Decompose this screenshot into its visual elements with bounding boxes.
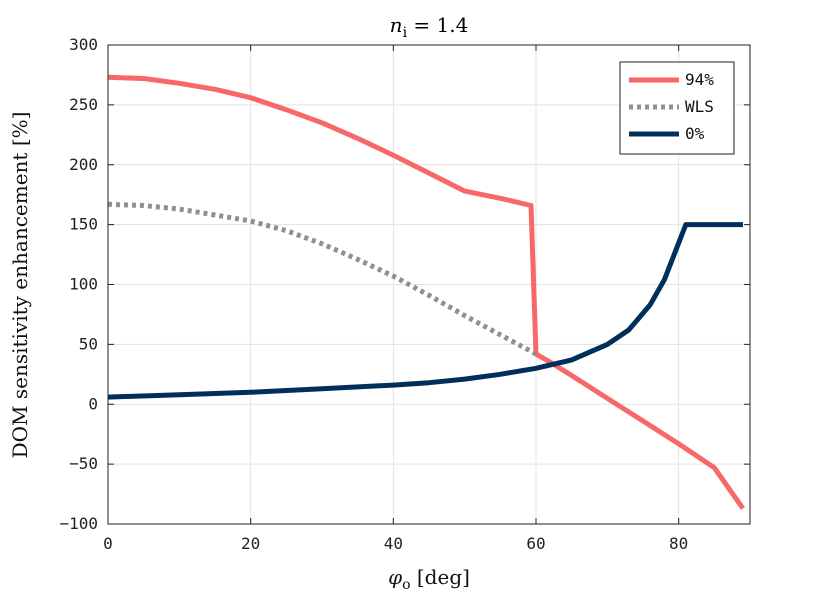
x-tick-label: 60 <box>526 534 545 553</box>
x-tick-label: 20 <box>241 534 260 553</box>
title-rest: = 1.4 <box>407 13 468 37</box>
axis-ticks: 0 20 40 60 80 −100 −50 0 50 100 150 200 250 300 <box>59 35 750 553</box>
series-layer <box>107 74 745 510</box>
x-axis-label: φo [deg] <box>388 565 470 593</box>
y-tick-label: 100 <box>69 275 98 294</box>
xlabel-sub: o <box>402 577 410 593</box>
y-tick-label: −50 <box>69 454 98 473</box>
legend-label-1: WLS <box>685 97 714 116</box>
x-tick-label: 0 <box>103 534 113 553</box>
xlabel-var: φ <box>388 565 402 589</box>
y-axis-label: DOM sensitivity enhancement [%] <box>8 112 32 459</box>
series-line-1 <box>107 201 538 357</box>
x-tick-label: 40 <box>384 534 403 553</box>
series-line-0 <box>107 74 745 510</box>
title-sub: i <box>403 25 408 41</box>
y-tick-label: 50 <box>79 334 98 353</box>
y-tick-label: 0 <box>88 394 98 413</box>
xlabel-rest: [deg] <box>411 565 470 589</box>
title-var: n <box>390 13 403 37</box>
x-tick-label: 80 <box>669 534 688 553</box>
y-tick-label: 150 <box>69 215 98 234</box>
y-tick-label: 200 <box>69 155 98 174</box>
series-line-2 <box>107 222 743 400</box>
y-tick-label: 250 <box>69 95 98 114</box>
y-tick-label: 300 <box>69 35 98 54</box>
legend: 94% WLS 0% <box>619 61 735 155</box>
y-tick-label: −100 <box>59 514 98 533</box>
legend-label-2: 0% <box>685 124 705 143</box>
legend-label-0: 94% <box>685 70 714 89</box>
chart-title: ni = 1.4 <box>390 13 469 41</box>
